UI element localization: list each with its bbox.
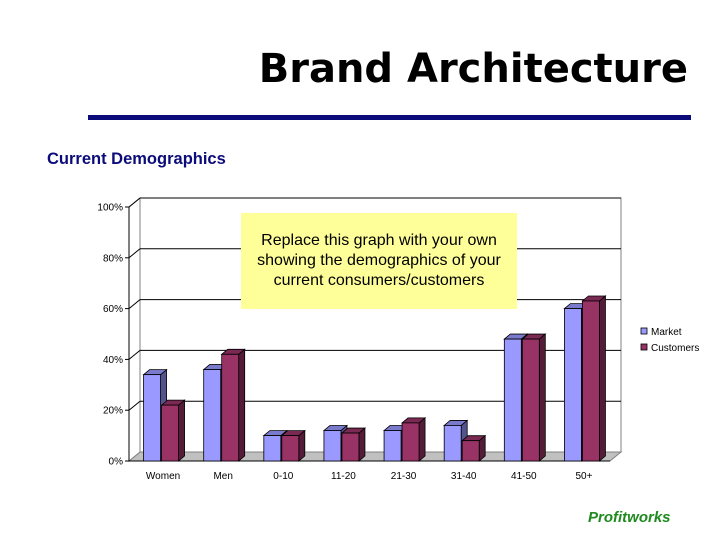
x-tick-label: Men <box>213 471 232 482</box>
legend-label: Customers <box>651 343 699 354</box>
bar-customers-3 <box>340 427 367 462</box>
section-subtitle: Current Demographics <box>47 150 226 168</box>
x-tick-label: 0-10 <box>273 471 293 482</box>
legend-swatch <box>640 327 648 335</box>
gridline-side <box>128 400 141 411</box>
bar-customers-5 <box>461 434 487 462</box>
chart-legend: Market Customers <box>640 327 699 354</box>
x-tick-label: 11-20 <box>331 471 356 482</box>
chart-side-wall <box>128 196 141 463</box>
bar-customers-0 <box>160 399 186 462</box>
y-tick-label: 40% <box>103 355 123 366</box>
x-tick-label: 21-30 <box>391 471 417 482</box>
x-tick-label: Women <box>146 471 180 482</box>
y-tick-label: 100% <box>97 203 123 214</box>
bar-market-0 <box>142 368 168 462</box>
bar-customers-7 <box>581 295 607 462</box>
bar-customers-1 <box>220 348 246 462</box>
title-underline <box>88 115 691 120</box>
x-tick-label: 50+ <box>575 471 592 482</box>
bar-customers-4 <box>400 417 427 462</box>
chart-bars <box>142 295 607 462</box>
y-tick-label: 80% <box>103 253 123 264</box>
bar-customers-6 <box>521 333 547 462</box>
bar-customers-2 <box>280 429 306 462</box>
brand-logo-text: Profitworks <box>588 509 671 526</box>
x-tick-label: 41-50 <box>511 471 537 482</box>
placeholder-note: Replace this graph with your own showing… <box>241 213 517 309</box>
gridline-side <box>128 197 141 208</box>
chart-floor <box>127 451 623 462</box>
gridline-side <box>128 299 141 309</box>
y-tick-label: 0% <box>109 457 124 468</box>
y-tick-labels: 0% 20% 40% 60% 80% 100% <box>97 203 123 468</box>
legend-label: Market <box>651 327 682 338</box>
y-tick-label: 20% <box>103 406 123 417</box>
slide-title: Brand Architecture <box>258 46 688 92</box>
x-tick-labels: Women Men 0-10 11-20 21-30 31-40 41-50 50+ <box>146 471 593 482</box>
legend-swatch <box>640 343 648 351</box>
gridline-side <box>128 248 141 259</box>
y-tick-label: 60% <box>103 304 123 315</box>
gridline-side <box>128 350 141 360</box>
x-tick-label: 31-40 <box>451 471 477 482</box>
